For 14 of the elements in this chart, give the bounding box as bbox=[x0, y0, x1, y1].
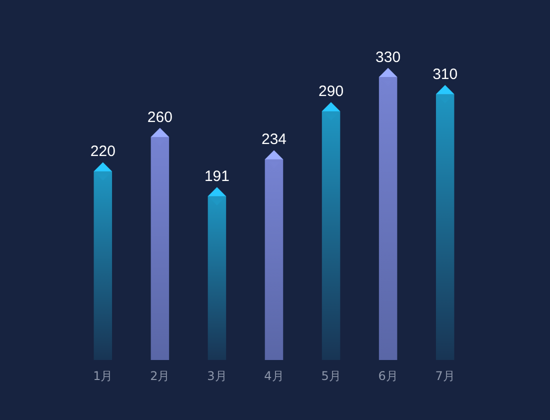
x-tick-label: 1月 bbox=[93, 369, 113, 383]
x-tick-label: 3月 bbox=[207, 369, 227, 383]
data-label: 234 bbox=[261, 131, 287, 148]
data-label: 191 bbox=[204, 168, 230, 186]
x-tick-label: 4月 bbox=[264, 369, 284, 383]
data-label: 290 bbox=[318, 83, 344, 100]
data-label: 260 bbox=[147, 108, 172, 126]
data-label: 220 bbox=[90, 143, 116, 160]
x-tick-label: 2月 bbox=[150, 369, 170, 383]
data-label: 310 bbox=[432, 66, 458, 84]
x-tick-label: 6月 bbox=[378, 369, 398, 383]
x-tick-label: 5月 bbox=[321, 369, 341, 383]
x-tick-label: 7月 bbox=[435, 369, 455, 383]
data-label: 330 bbox=[376, 48, 401, 66]
